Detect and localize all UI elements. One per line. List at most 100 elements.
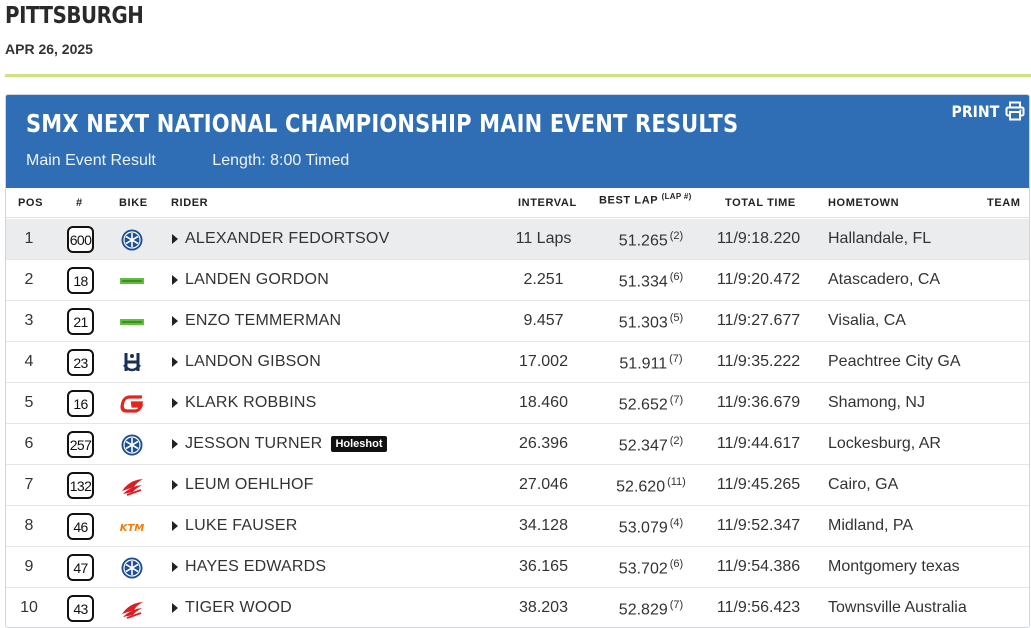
interval-cell: 36.165 [519, 558, 568, 575]
rider-link[interactable]: LEUM OEHLHOF [172, 476, 314, 494]
position-cell: 2 [24, 271, 34, 288]
position-cell: 1 [24, 230, 34, 247]
table-row[interactable]: 4 23 LANDON GIBSON 17.002 51.911 (7) 11/9:35.… [6, 342, 1029, 383]
print-button[interactable]: PRINT [945, 101, 1025, 121]
number-plate: 46 [67, 513, 94, 540]
position-cell: 3 [24, 312, 34, 329]
table-row[interactable]: 5 16 KLARK ROBBINS 18.460 52.652 (7) 11/9:36.… [6, 383, 1029, 424]
best-lap-cell: 51.911 (7) [601, 353, 701, 373]
husqvarna-logo-icon [119, 351, 145, 375]
hometown-cell: Peachtree City GA [828, 353, 961, 370]
rider-name: KLARK ROBBINS [185, 394, 317, 411]
rider-link[interactable]: ALEXANDER FEDORTSOV [172, 230, 389, 248]
total-time-cell: 11/9:56.423 [716, 599, 801, 616]
rider-name: HAYES EDWARDS [185, 558, 327, 575]
expand-caret-icon[interactable] [172, 275, 178, 285]
rider-name: JESSON TURNER [185, 435, 323, 452]
number-plate: 600 [67, 226, 94, 253]
number-plate: 257 [67, 431, 94, 458]
expand-caret-icon[interactable] [172, 398, 178, 408]
expand-caret-icon[interactable] [172, 562, 178, 572]
rider-link[interactable]: HAYES EDWARDS [172, 558, 326, 576]
best-lap-time: 52.347 [618, 437, 668, 455]
rider-link[interactable]: LANDEN GORDON [172, 271, 329, 289]
expand-caret-icon[interactable] [172, 439, 178, 449]
table-row[interactable]: 10 43 TIGER WOOD 38.203 52.829 (7) 11/9:56.42… [6, 588, 1029, 627]
best-lap-number: (7) [669, 599, 684, 611]
total-time-cell: 11/9:27.677 [716, 312, 801, 329]
expand-caret-icon[interactable] [172, 234, 178, 244]
table-row[interactable]: 3 21 ENZO TEMMERMAN 9.457 51.303 (5) 11/9:27.… [6, 301, 1029, 342]
best-lap-time: 51.303 [618, 314, 668, 332]
rider-name: LANDEN GORDON [185, 271, 329, 288]
rider-link[interactable]: JESSON TURNER Holeshot [172, 435, 387, 453]
interval-cell: 2.251 [523, 271, 564, 288]
table-row[interactable]: 2 18 LANDEN GORDON 2.251 51.334 (6) 11/9:20.4… [6, 260, 1029, 301]
total-time-cell: 11/9:36.679 [716, 394, 801, 411]
position-cell: 9 [24, 558, 34, 575]
total-time-cell: 11/9:54.386 [716, 558, 801, 575]
rider-link[interactable]: LANDON GIBSON [172, 353, 321, 371]
total-time-cell: 11/9:20.472 [716, 271, 801, 288]
rider-name: LUKE FAUSER [185, 517, 298, 534]
yamaha-logo-icon [119, 228, 145, 252]
best-lap-time: 52.620 [616, 478, 666, 496]
col-rider: RIDER [171, 197, 209, 209]
expand-caret-icon[interactable] [172, 480, 178, 490]
event-type-label: Main Event Result [26, 152, 156, 169]
holeshot-badge: Holeshot [331, 436, 387, 452]
expand-caret-icon[interactable] [172, 521, 178, 531]
event-city: PITTSBURGH [5, 3, 144, 29]
col-bike: BIKE [119, 197, 148, 209]
position-cell: 4 [24, 353, 34, 370]
header-divider [5, 74, 1031, 77]
best-lap-number: (4) [669, 517, 684, 529]
hometown-cell: Shamong, NJ [828, 394, 925, 411]
best-lap-cell: 53.079 (4) [601, 517, 701, 537]
position-cell: 7 [24, 476, 34, 493]
hometown-cell: Visalia, CA [828, 312, 906, 329]
ktm-logo-icon: KTM [119, 515, 145, 539]
interval-cell: 26.396 [519, 435, 568, 452]
rider-link[interactable]: ENZO TEMMERMAN [172, 312, 341, 330]
event-date: APR 26, 2025 [5, 41, 93, 57]
expand-caret-icon[interactable] [172, 316, 178, 326]
number-plate: 21 [67, 308, 94, 335]
expand-caret-icon[interactable] [172, 603, 178, 613]
print-button-label: PRINT [951, 101, 999, 121]
expand-caret-icon[interactable] [172, 357, 178, 367]
best-lap-number: (7) [669, 353, 683, 365]
number-plate: 23 [67, 349, 94, 376]
col-team: TEAM [987, 197, 1021, 209]
table-row[interactable]: 8 46 KTM LUKE FAUSER 34.128 53.079 (4) 11/9:5… [6, 506, 1029, 547]
best-lap-number: (2) [669, 435, 684, 447]
results-title: SMX NEXT NATIONAL CHAMPIONSHIP MAIN EVEN… [26, 109, 739, 138]
best-lap-number: (11) [667, 476, 686, 488]
results-column-headers: POS # BIKE RIDER INTERVAL BEST LAP (LAP … [6, 188, 1029, 218]
number-plate: 132 [67, 472, 94, 499]
race-length-label: Length: 8:00 Timed [212, 152, 350, 169]
rider-link[interactable]: KLARK ROBBINS [172, 394, 317, 412]
position-cell: 6 [24, 435, 34, 452]
col-pos: POS [18, 197, 44, 209]
best-lap-cell: 51.265 (2) [601, 230, 701, 250]
total-time-cell: 11/9:35.222 [716, 353, 801, 370]
table-row[interactable]: 1 600 ALEXANDER FEDORTSOV 11 Laps 51.265 (2)… [6, 219, 1029, 260]
rider-link[interactable]: TIGER WOOD [172, 599, 292, 617]
table-row[interactable]: 7 132 LEUM OEHLHOF 27.046 52.620 (11) 11/9:45… [6, 465, 1029, 506]
interval-cell: 18.460 [519, 394, 568, 411]
best-lap-time: 53.079 [618, 519, 668, 537]
best-lap-cell: 51.334 (6) [601, 271, 701, 291]
best-lap-time: 51.265 [618, 232, 668, 250]
best-lap-number: (6) [669, 271, 684, 283]
hometown-cell: Lockesburg, AR [828, 435, 941, 452]
rider-name: LEUM OEHLHOF [185, 476, 314, 493]
rider-name: ALEXANDER FEDORTSOV [185, 230, 390, 247]
best-lap-cell: 51.303 (5) [601, 312, 701, 332]
rider-link[interactable]: LUKE FAUSER [172, 517, 297, 535]
best-lap-time: 53.702 [618, 560, 668, 578]
table-row[interactable]: 9 47 HAYES EDWARDS 36.165 53.702 (6) 11/9:54.… [6, 547, 1029, 588]
col-total-time: TOTAL TIME [725, 197, 796, 209]
table-row[interactable]: 6 257 JESSON TURNER Holeshot 26.396 52.347 (2… [6, 424, 1029, 465]
hometown-cell: Hallandale, FL [828, 230, 932, 247]
